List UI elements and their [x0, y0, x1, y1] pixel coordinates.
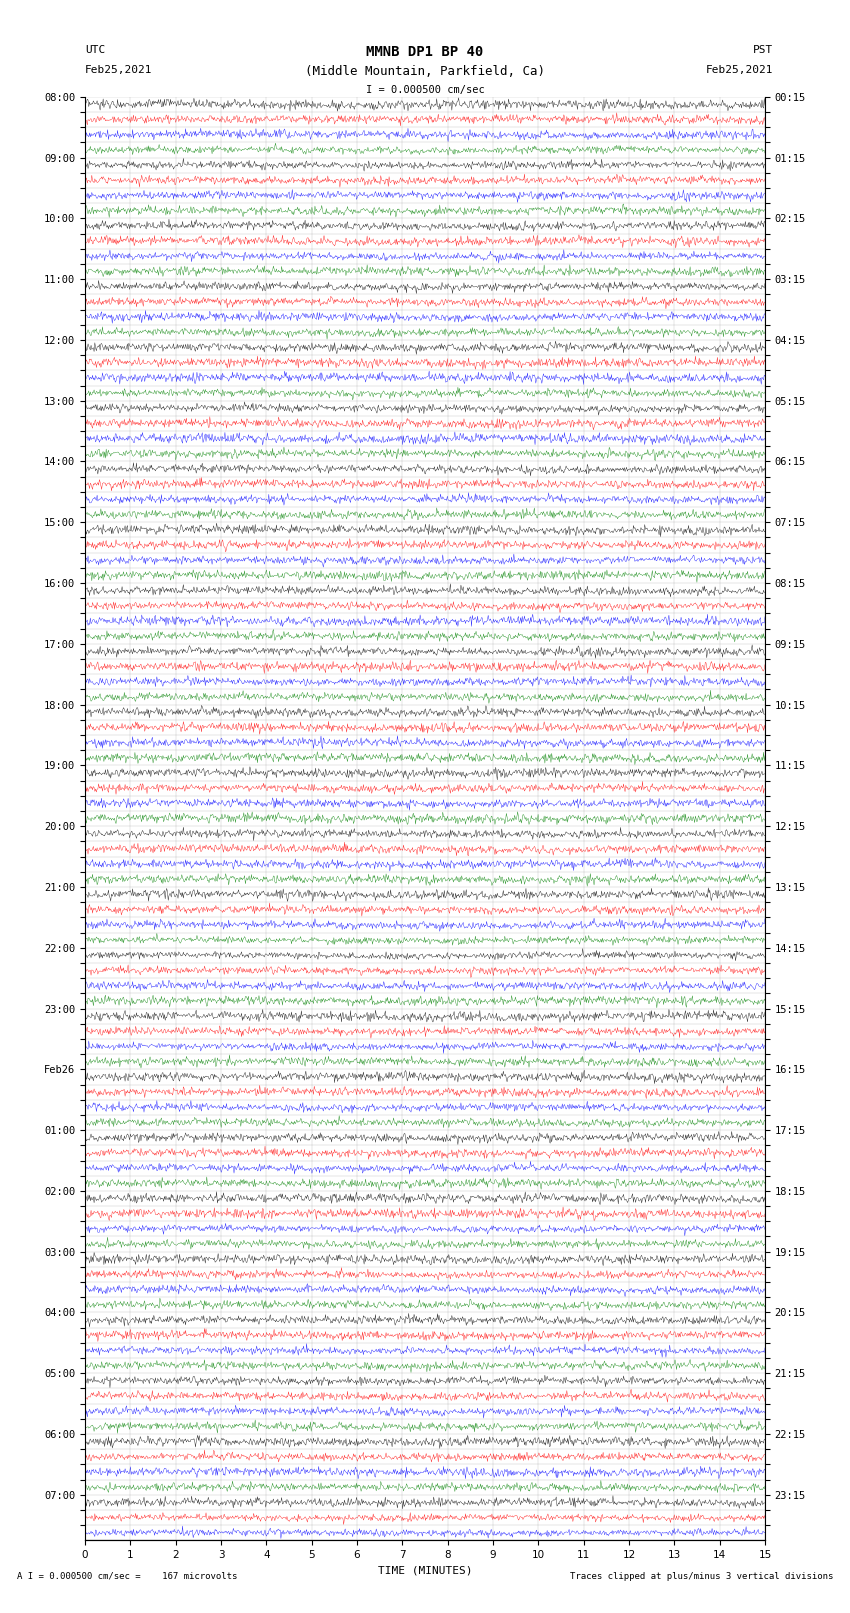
Text: A I = 0.000500 cm/sec =    167 microvolts: A I = 0.000500 cm/sec = 167 microvolts — [17, 1571, 237, 1581]
Text: PST: PST — [753, 45, 774, 55]
Text: UTC: UTC — [85, 45, 105, 55]
X-axis label: TIME (MINUTES): TIME (MINUTES) — [377, 1566, 473, 1576]
Text: Traces clipped at plus/minus 3 vertical divisions: Traces clipped at plus/minus 3 vertical … — [570, 1571, 833, 1581]
Text: I = 0.000500 cm/sec: I = 0.000500 cm/sec — [366, 85, 484, 95]
Text: (Middle Mountain, Parkfield, Ca): (Middle Mountain, Parkfield, Ca) — [305, 65, 545, 77]
Text: Feb25,2021: Feb25,2021 — [85, 65, 152, 74]
Text: MMNB DP1 BP 40: MMNB DP1 BP 40 — [366, 45, 484, 60]
Text: Feb25,2021: Feb25,2021 — [706, 65, 774, 74]
